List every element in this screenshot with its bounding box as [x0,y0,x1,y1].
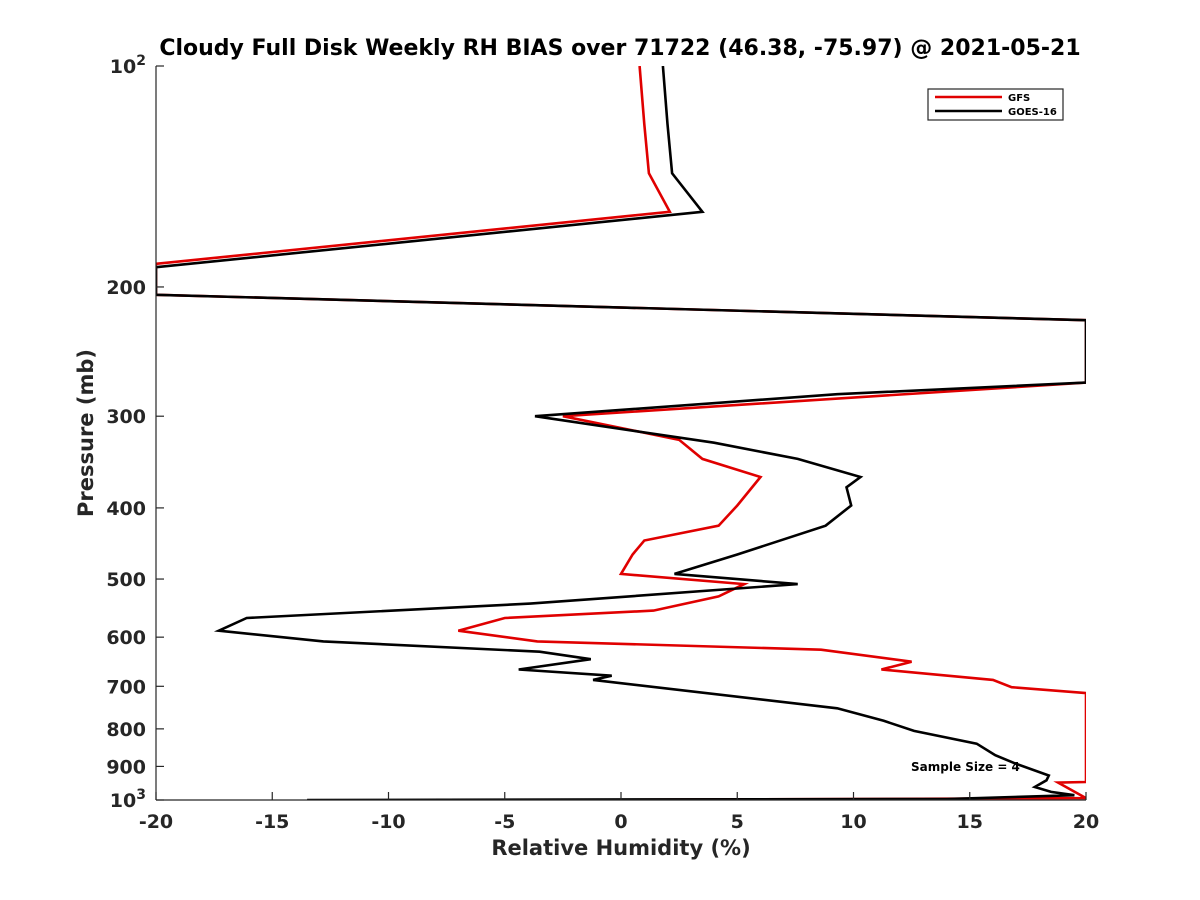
x-tick-label: 15 [957,811,983,833]
x-tick-label: 0 [614,811,627,833]
y-axis-label: Pressure (mb) [74,349,98,517]
y-tick-label: 600 [106,627,146,649]
chart-title: Cloudy Full Disk Weekly RH BIAS over 717… [159,36,1080,61]
x-tick-label: 20 [1073,811,1099,833]
x-axis-ticks: -20 -15 -10 -5 0 5 10 15 20 [139,792,1099,833]
x-tick-label: 10 [840,811,866,833]
legend-label-goes16: GOES-16 [1008,107,1057,118]
series-layer [156,66,1086,800]
plot-area [156,66,1086,800]
y-tick-label: 900 [106,756,146,778]
y-tick-label: 200 [106,277,146,299]
y-tick-label: 800 [106,719,146,741]
y-tick-label: 300 [106,406,146,428]
x-tick-label: -5 [494,811,515,833]
sample-size-annotation: Sample Size = 4 [911,760,1020,774]
x-tick-label: -20 [139,811,173,833]
y-tick-label: 400 [106,498,146,520]
x-tick-label: -10 [371,811,405,833]
y-tick-label: 500 [106,569,146,591]
legend-label-gfs: GFS [1008,93,1030,104]
y-tick-label: 700 [106,676,146,698]
x-tick-label: 5 [731,811,744,833]
legend-box [927,88,1064,121]
x-tick-label: -15 [255,811,289,833]
series-line-goes16 [156,66,1086,800]
legend: GFS GOES-16 [927,88,1064,121]
x-axis-label: Relative Humidity (%) [491,836,750,860]
